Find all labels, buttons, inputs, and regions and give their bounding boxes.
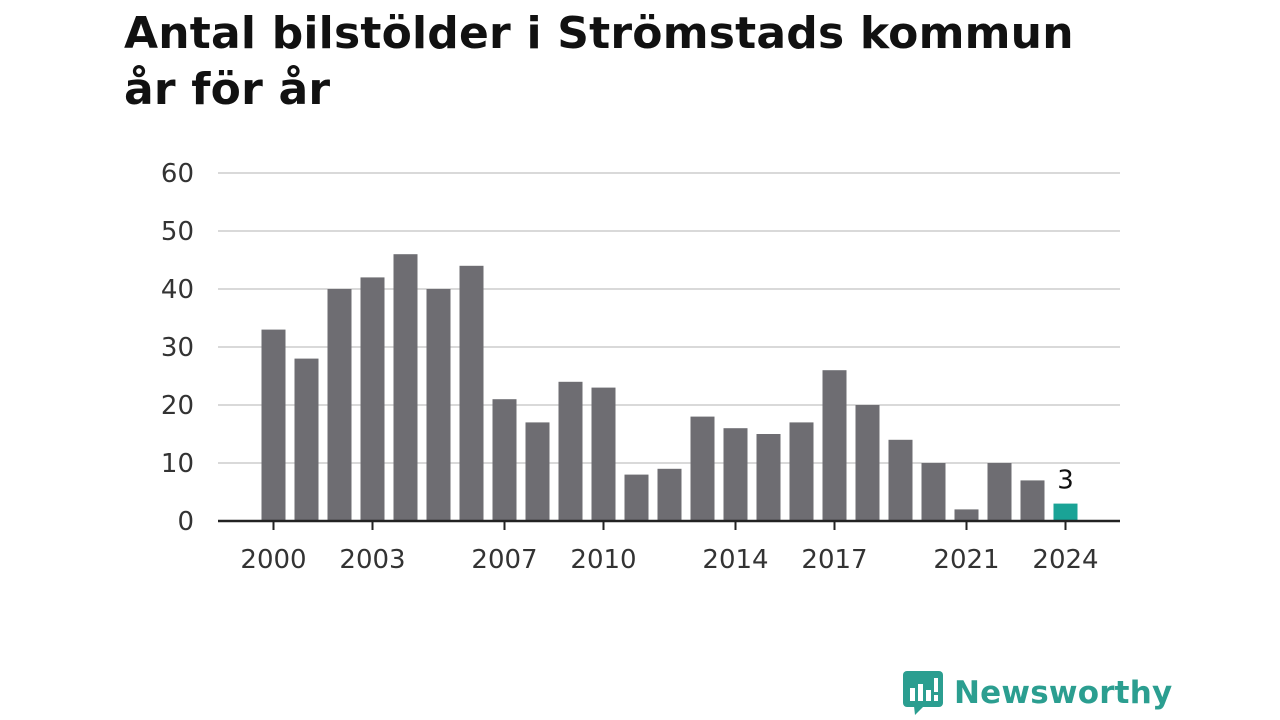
y-tick-label: 50 <box>161 217 194 247</box>
chart-title: Antal bilstölder i Strömstads kommun år … <box>124 6 1074 118</box>
y-tick-label: 20 <box>161 391 194 421</box>
data-labels: 3 <box>1057 466 1074 496</box>
y-tick-label: 10 <box>161 449 194 479</box>
newsworthy-logo-text: Newsworthy <box>954 675 1173 711</box>
bar-2012 <box>657 468 682 521</box>
bar-2024 <box>1053 503 1078 521</box>
x-tick-label: 2021 <box>933 545 999 575</box>
bar-2001 <box>294 358 319 521</box>
bar-2003 <box>360 277 385 521</box>
y-axis-ticks: 0 10 20 30 40 50 60 <box>161 159 194 537</box>
bar-2011 <box>624 474 649 521</box>
bar-2009 <box>558 381 583 521</box>
bar-2019 <box>888 439 913 521</box>
chart-title-line-1: Antal bilstölder i Strömstads kommun <box>124 8 1074 59</box>
bar-2013 <box>690 416 715 521</box>
bar-2005 <box>426 289 451 521</box>
bar-2007 <box>492 399 517 521</box>
bar-2021 <box>954 509 979 521</box>
x-tick-label: 2003 <box>339 545 405 575</box>
bar-2015 <box>756 434 781 521</box>
bar-2022 <box>987 463 1012 521</box>
bars <box>261 254 1078 521</box>
x-tick-label: 2014 <box>702 545 768 575</box>
bar-2020 <box>921 463 946 521</box>
bar-2008 <box>525 422 550 521</box>
bar-2006 <box>459 265 484 521</box>
bar-2010 <box>591 387 616 521</box>
bar-2000 <box>261 329 286 521</box>
x-axis: 2000 2003 2007 2010 2014 2017 2021 2024 <box>218 519 1120 575</box>
highlight-value-label: 3 <box>1057 466 1074 496</box>
bar-2002 <box>327 289 352 521</box>
x-tick-label: 2024 <box>1032 545 1098 575</box>
x-tick-label: 2007 <box>471 545 537 575</box>
gridlines <box>218 172 1120 464</box>
chart-title-line-2: år för år <box>124 64 331 115</box>
newsworthy-logo: Newsworthy <box>902 670 1172 716</box>
x-tick-label: 2000 <box>240 545 306 575</box>
bar-2017 <box>822 370 847 521</box>
x-tick-label: 2010 <box>570 545 636 575</box>
x-tick-label: 2017 <box>801 545 867 575</box>
bar-2023 <box>1020 480 1045 521</box>
bar-2004 <box>393 254 418 521</box>
bar-2018 <box>855 405 880 521</box>
y-tick-label: 30 <box>161 333 194 363</box>
y-tick-label: 40 <box>161 275 194 305</box>
bar-2016 <box>789 422 814 521</box>
newsworthy-logo-icon <box>903 671 943 715</box>
y-tick-label: 60 <box>161 159 194 189</box>
y-tick-label: 0 <box>177 507 194 537</box>
bar-2014 <box>723 428 748 521</box>
